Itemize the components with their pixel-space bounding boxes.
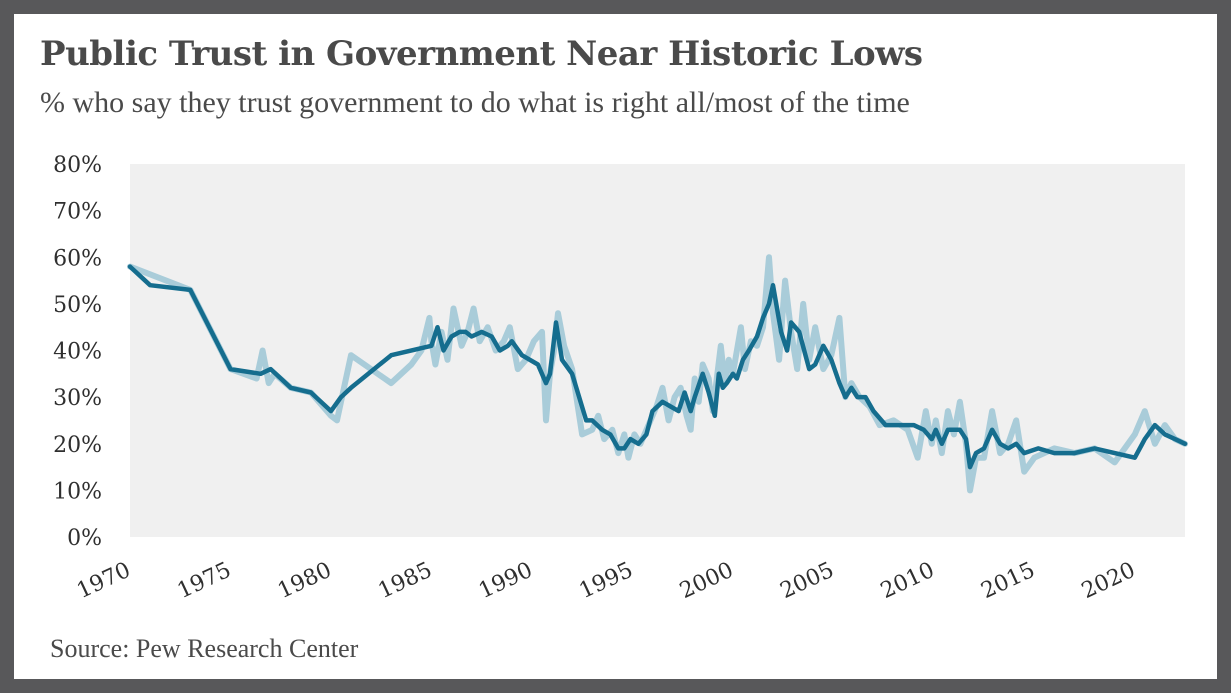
individual-polls-line <box>127 254 1188 494</box>
x-tick-label: 1970 <box>73 558 134 604</box>
y-tick-label: 80% <box>53 153 102 178</box>
x-tick-label: 2000 <box>676 558 737 604</box>
y-tick-label: 20% <box>53 433 102 458</box>
x-tick-label: 1995 <box>576 558 637 604</box>
y-tick-label: 10% <box>53 479 102 504</box>
chart-card: Public Trust in Government Near Historic… <box>14 14 1217 679</box>
chart-title: Public Trust in Government Near Historic… <box>40 34 923 74</box>
x-tick-label: 2005 <box>777 558 838 604</box>
series-layer <box>127 254 1188 494</box>
y-tick-label: 50% <box>53 293 102 318</box>
source-note: Source: Pew Research Center <box>50 634 359 663</box>
x-tick-label: 2020 <box>1078 558 1139 604</box>
x-tick-label: 1990 <box>475 558 536 604</box>
y-tick-label: 70% <box>53 200 102 225</box>
y-tick-label: 40% <box>53 340 102 365</box>
y-axis-ticks: 0% 10% 20% 30% 40% 50% 60% 70% 80% <box>53 153 102 551</box>
x-tick-label: 2015 <box>978 558 1039 604</box>
y-tick-label: 0% <box>67 526 102 551</box>
x-tick-label: 1975 <box>174 558 235 604</box>
chart-subtitle: % who say they trust government to do wh… <box>40 86 910 119</box>
x-axis-ticks: 1970 1975 1980 1985 1990 1995 2000 2005 2010 2015… <box>73 558 1139 604</box>
y-tick-label: 60% <box>53 246 102 271</box>
x-tick-label: 2010 <box>877 558 938 604</box>
x-tick-label: 1980 <box>274 558 335 604</box>
line-chart: 0%10%20%30%40%50%60%70%80% 1970 1975 1980 1… <box>53 153 1188 604</box>
y-tick-label: 30% <box>53 386 102 411</box>
moving-average-line <box>127 264 1188 470</box>
plot-area <box>130 164 1185 537</box>
x-tick-label: 1985 <box>375 558 436 604</box>
